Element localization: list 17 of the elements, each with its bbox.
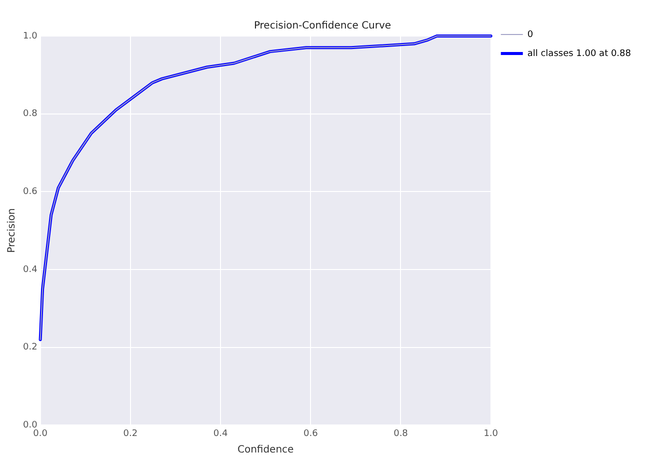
y-tick-label: 0.4 <box>22 264 38 275</box>
x-tick-label: 1.0 <box>484 428 498 439</box>
x-tick-label: 0.4 <box>213 428 228 439</box>
x-tick-label: 0.2 <box>123 428 138 439</box>
legend-label: all classes 1.00 at 0.88 <box>527 48 632 59</box>
y-tick-label: 0.8 <box>22 109 38 120</box>
y-tick-label: 1.0 <box>22 31 38 42</box>
y-tick-label: 0.2 <box>22 342 38 353</box>
chart-title: Precision-Confidence Curve <box>254 20 392 32</box>
legend-label: 0 <box>527 30 534 40</box>
x-axis-title: Confidence <box>237 444 294 456</box>
x-tick-label: 0.6 <box>303 428 318 439</box>
y-axis-title: Precision <box>6 208 18 253</box>
x-tick-label: 0.8 <box>394 428 408 439</box>
y-tick-label: 0.6 <box>22 187 38 198</box>
y-tick-label: 0.0 <box>22 420 38 431</box>
x-tick-label: 0.0 <box>33 428 48 439</box>
